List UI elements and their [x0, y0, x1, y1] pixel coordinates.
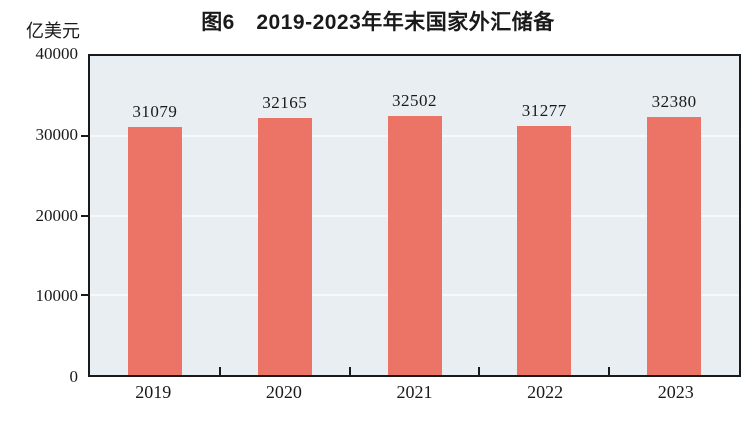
y-axis-unit-label: 亿美元	[26, 21, 80, 41]
y-tick-label: 40000	[35, 44, 79, 63]
bar-value-label: 32165	[262, 93, 308, 113]
bar-2019	[127, 127, 182, 375]
bar-2023	[647, 116, 702, 375]
bar-value-label: 31277	[521, 100, 567, 120]
bar-2021	[387, 115, 442, 375]
y-tick-label: 10000	[35, 286, 79, 306]
x-tick-label: 2022	[527, 382, 564, 402]
x-tick-label: 2020	[265, 382, 302, 402]
bar-2022	[517, 125, 572, 375]
x-tick-mark	[348, 367, 351, 375]
x-tick-label: 2023	[657, 382, 694, 402]
y-tick-label: 20000	[35, 205, 79, 225]
y-tick-label: 30000	[35, 124, 79, 144]
bar-2020	[257, 118, 312, 375]
y-axis-labels: 0 10000 20000 30000 40000	[0, 44, 80, 386]
x-axis-labels: 2019 2020 2021 2022 2023	[88, 382, 741, 408]
y-tick-mark	[81, 214, 88, 217]
y-tick-label: 0	[69, 367, 79, 386]
x-tick-mark	[608, 367, 611, 375]
x-tick-mark	[478, 367, 481, 375]
plot-area: 31079 32165 32502 31277 32380	[81, 54, 741, 377]
chart-title: 图6 2019-2023年年末国家外汇储备	[201, 11, 555, 34]
bar-value-label: 32502	[391, 90, 437, 110]
x-tick-label: 2019	[135, 382, 172, 402]
y-tick-mark	[81, 294, 88, 297]
y-tick-mark	[81, 134, 88, 137]
x-tick-mark	[218, 367, 221, 375]
x-tick-label: 2021	[396, 382, 433, 402]
bar-value-label: 31079	[132, 102, 178, 122]
bar-value-label: 32380	[651, 91, 697, 111]
